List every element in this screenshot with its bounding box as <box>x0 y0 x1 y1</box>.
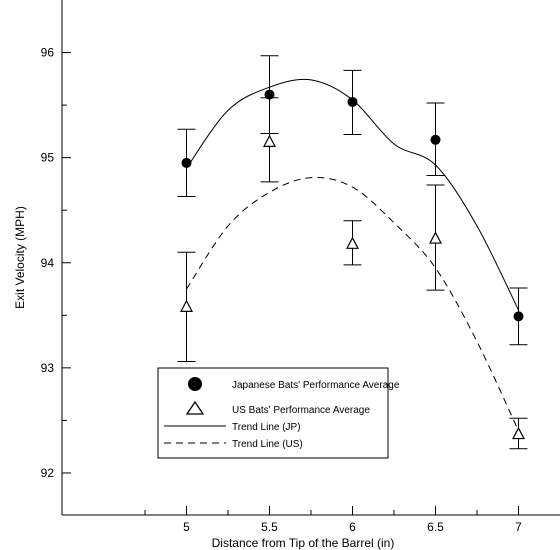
jp-data-point <box>513 311 524 322</box>
jp-data-point <box>430 134 441 145</box>
legend-jp-marker <box>188 377 202 391</box>
y-tick-label: 93 <box>41 361 55 375</box>
trend-line-us <box>186 176 519 432</box>
legend-us-marker <box>185 400 205 415</box>
jp-data-point <box>264 89 275 100</box>
x-tick-label: 5.5 <box>261 520 278 534</box>
legend: Japanese Bats' Performance Average US Ba… <box>157 367 400 459</box>
jp-data-point <box>347 96 358 107</box>
x-tick-label: 5 <box>183 520 190 534</box>
x-tick-label: 6 <box>349 520 356 534</box>
us-data-point <box>346 236 359 249</box>
jp-data-point <box>181 157 192 168</box>
legend-us-trend-label: Trend Line (US) <box>232 439 303 450</box>
legend-us-label: US Bats' Performance Average <box>232 405 370 416</box>
x-axis-title: Distance from Tip of the Barrel (in) <box>212 536 395 550</box>
us-data-point <box>512 426 525 440</box>
y-tick-label: 95 <box>41 151 55 165</box>
y-tick-label: 92 <box>41 466 55 480</box>
legend-jp-trend-label: Trend Line (JP) <box>232 422 301 433</box>
legend-jp-label: Japanese Bats' Performance Average <box>232 380 400 391</box>
y-tick-label: 94 <box>41 256 55 270</box>
axes: 92 93 94 95 96 5 5.5 6 6.5 7 Distance from Tip of … <box>13 0 560 550</box>
us-data-point <box>180 299 193 312</box>
x-tick-label: 6.5 <box>427 520 444 534</box>
data-markers <box>180 89 525 440</box>
y-axis-title: Exit Velocity (MPH) <box>13 206 27 309</box>
us-data-point <box>429 231 442 244</box>
us-data-point <box>263 134 276 147</box>
y-tick-label: 96 <box>41 46 55 60</box>
x-tick-label: 7 <box>515 520 522 534</box>
